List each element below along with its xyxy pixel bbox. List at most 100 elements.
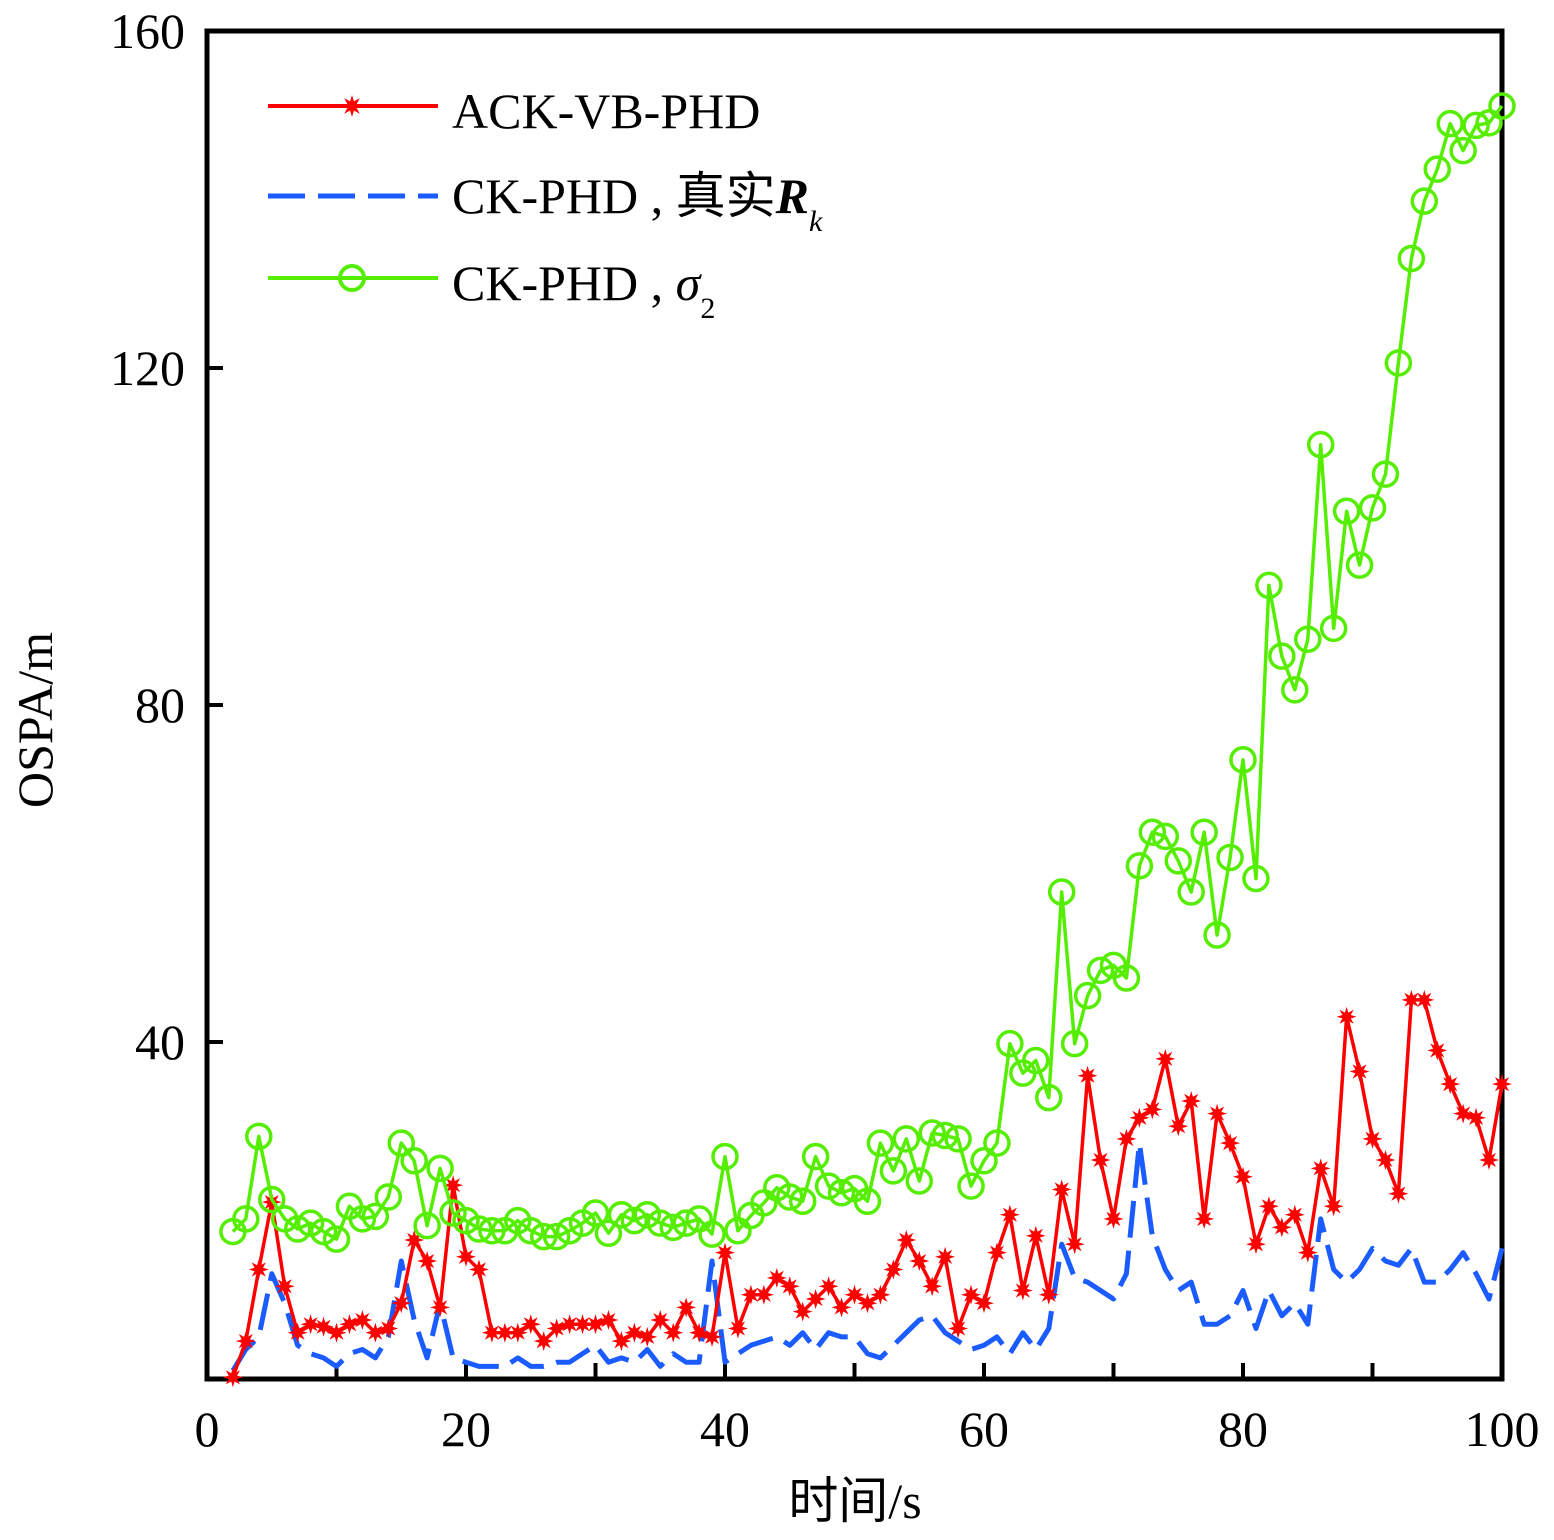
data-point xyxy=(248,1259,269,1280)
data-point xyxy=(1255,571,1283,600)
data-point xyxy=(1375,1150,1396,1170)
data-point xyxy=(387,1129,415,1157)
data-point xyxy=(365,1322,386,1343)
data-point xyxy=(1423,155,1451,183)
data-point xyxy=(827,1179,856,1207)
data-point xyxy=(792,1301,813,1322)
data-point xyxy=(1103,1208,1124,1229)
data-point xyxy=(572,1314,593,1335)
data-point xyxy=(339,1314,360,1335)
data-point xyxy=(430,1297,451,1318)
data-point xyxy=(1025,1225,1046,1246)
data-point xyxy=(313,1316,334,1337)
y-axis: 40 80 120 160 xyxy=(110,3,223,1070)
data-point xyxy=(1268,642,1296,670)
data-point xyxy=(740,1284,761,1305)
series-ck-phd-sigma2 xyxy=(219,92,1516,1253)
data-point xyxy=(1284,1204,1305,1225)
data-point xyxy=(620,1206,649,1235)
data-point xyxy=(1073,981,1102,1010)
data-point xyxy=(1168,1116,1189,1137)
data-point xyxy=(844,1284,865,1305)
data-point xyxy=(1077,1065,1098,1086)
data-point xyxy=(905,1167,933,1195)
data-point xyxy=(983,1129,1011,1157)
data-point xyxy=(1181,1091,1202,1111)
y-tick-label: 80 xyxy=(135,677,185,733)
data-point xyxy=(766,1267,787,1288)
x-tick-label: 20 xyxy=(441,1401,491,1457)
data-point xyxy=(352,1310,373,1330)
data-point xyxy=(896,1230,917,1250)
data-point xyxy=(1233,1166,1253,1187)
data-point xyxy=(961,1284,981,1305)
data-point xyxy=(1281,676,1309,704)
data-point xyxy=(1138,818,1167,846)
data-point xyxy=(788,1187,817,1215)
data-point xyxy=(672,1209,700,1237)
data-point xyxy=(935,1246,956,1267)
data-point xyxy=(1203,921,1231,949)
legend-label-main: CK-PHD , 真实 xyxy=(452,168,776,224)
circle-marker-icon xyxy=(338,264,366,292)
legend: ACK-VB-PHD CK-PHD , 真实Rk CK-PHD , σ2 xyxy=(268,83,823,325)
x-tick-label: 80 xyxy=(1218,1401,1268,1457)
data-point xyxy=(1306,430,1335,459)
data-point xyxy=(400,1147,428,1175)
data-point xyxy=(892,1125,921,1153)
data-point xyxy=(235,1331,256,1352)
data-point xyxy=(779,1276,800,1297)
data-point xyxy=(274,1276,295,1297)
data-point xyxy=(258,1185,286,1214)
data-point xyxy=(1336,1006,1357,1027)
data-point xyxy=(1362,1128,1383,1149)
data-point xyxy=(245,1122,273,1151)
data-point xyxy=(594,1219,623,1247)
data-point xyxy=(326,1322,347,1343)
data-point xyxy=(1151,822,1180,851)
data-point xyxy=(1475,109,1503,137)
data-point xyxy=(542,1222,571,1251)
data-point xyxy=(494,1322,515,1343)
data-point xyxy=(957,1172,985,1200)
data-point xyxy=(283,1215,312,1243)
data-point xyxy=(715,1242,735,1263)
data-point xyxy=(1297,1242,1318,1263)
data-point xyxy=(546,1318,567,1339)
data-point xyxy=(1060,1029,1089,1058)
data-point xyxy=(879,1157,908,1185)
data-point xyxy=(831,1297,852,1318)
data-point xyxy=(1116,1128,1137,1149)
data-point xyxy=(702,1326,722,1347)
data-point xyxy=(232,1205,260,1233)
data-point xyxy=(1112,964,1141,992)
data-point xyxy=(1129,1107,1150,1128)
data-point xyxy=(1388,1183,1409,1204)
data-point xyxy=(663,1322,684,1343)
legend-label-ck-phd-sigma2: CK-PHD , σ2 xyxy=(452,255,715,325)
data-point xyxy=(1345,551,1374,579)
legend-label-main: CK-PHD , xyxy=(452,255,676,311)
data-point xyxy=(517,1216,545,1245)
data-point xyxy=(986,1242,1007,1263)
data-point xyxy=(753,1284,774,1305)
data-point xyxy=(922,1276,943,1297)
data-point xyxy=(1090,1150,1111,1170)
data-point xyxy=(1194,1208,1215,1229)
data-point xyxy=(529,1222,558,1251)
data-point xyxy=(818,1276,839,1297)
data-point xyxy=(918,1119,946,1147)
data-point xyxy=(1047,878,1076,906)
x-tick-label: 60 xyxy=(959,1401,1009,1457)
data-point xyxy=(1401,989,1422,1010)
data-point xyxy=(659,1213,687,1242)
data-point xyxy=(598,1310,619,1330)
data-point xyxy=(711,1142,739,1171)
data-point xyxy=(931,1121,959,1150)
data-point xyxy=(481,1322,502,1343)
data-point xyxy=(857,1293,878,1314)
data-point xyxy=(1310,1158,1331,1179)
data-point xyxy=(391,1293,412,1314)
data-point xyxy=(378,1318,399,1339)
data-point xyxy=(1229,746,1257,774)
